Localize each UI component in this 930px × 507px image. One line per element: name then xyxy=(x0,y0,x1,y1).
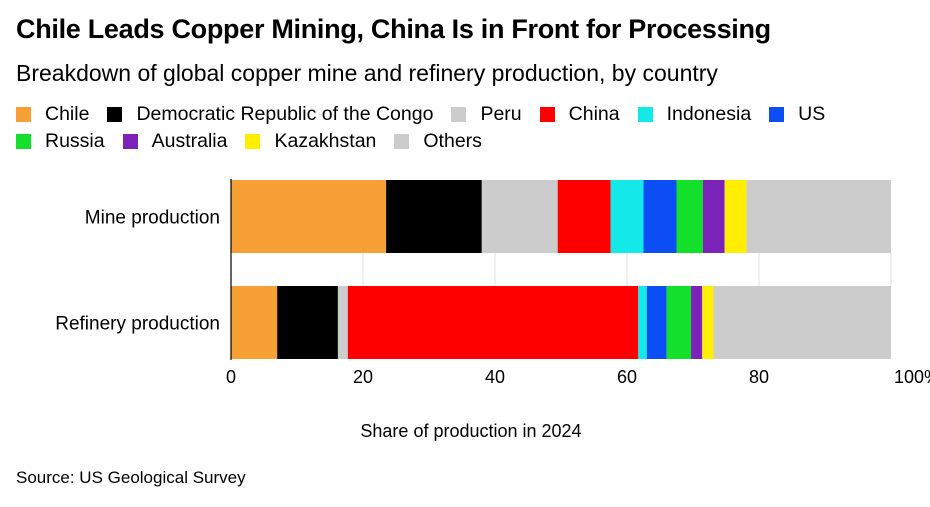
source-note: Source: US Geological Survey xyxy=(16,468,246,487)
legend-label-australia: Australia xyxy=(151,130,228,152)
legend-item-others: Others xyxy=(394,130,482,153)
legend-item-kazakhstan: Kazakhstan xyxy=(245,130,376,153)
legend: Chile Democratic Republic of the Congo P… xyxy=(16,101,921,155)
chart-title: Chile Leads Copper Mining, China Is in F… xyxy=(16,14,771,44)
legend-label-china: China xyxy=(568,103,620,125)
x-axis-title: Share of production in 2024 xyxy=(360,421,581,441)
x-tick-label-3: 60 xyxy=(617,367,637,387)
legend-item-drc: Democratic Republic of the Congo xyxy=(107,103,433,126)
legend-swatch-us xyxy=(769,107,785,122)
legend-swatch-russia xyxy=(16,134,31,149)
category-label-refinery-production: Refinery production xyxy=(55,314,220,335)
legend-label-peru: Peru xyxy=(480,103,522,125)
bar-mine-production-chile xyxy=(231,180,387,253)
legend-swatch-china xyxy=(539,107,555,122)
bar-refinery-production-australia xyxy=(691,286,703,359)
bar-refinery-production-us xyxy=(646,286,667,359)
bar-mine-production-australia xyxy=(702,180,725,253)
bar-refinery-production-chile xyxy=(231,286,278,359)
bar-refinery-production-democratic-republic-of-the-congo xyxy=(277,286,338,359)
bar-refinery-production-china xyxy=(347,286,639,359)
bar-mine-production-peru xyxy=(481,180,558,253)
bar-refinery-production-russia xyxy=(666,286,692,359)
x-tick-label-4: 80 xyxy=(749,367,769,387)
legend-item-us: US xyxy=(769,103,825,126)
bar-mine-production-indonesia xyxy=(610,180,644,253)
legend-row-1: Chile Democratic Republic of the Congo P… xyxy=(16,101,921,128)
bar-refinery-production-others xyxy=(713,286,891,359)
legend-label-kazakhstan: Kazakhstan xyxy=(274,130,377,152)
legend-row-2: Russia Australia Kazakhstan Others xyxy=(16,128,921,155)
legend-label-russia: Russia xyxy=(45,130,105,152)
legend-swatch-australia xyxy=(122,134,138,149)
legend-item-russia: Russia xyxy=(16,130,105,153)
legend-item-china: China xyxy=(539,103,620,126)
legend-label-indonesia: Indonesia xyxy=(666,103,752,125)
chart-subtitle: Breakdown of global copper mine and refi… xyxy=(16,60,718,86)
category-label-mine-production: Mine production xyxy=(85,208,220,229)
bar-mine-production-china xyxy=(557,180,611,253)
legend-item-australia: Australia xyxy=(122,130,228,153)
bar-mine-production-us xyxy=(643,180,677,253)
x-tick-label-0: 0 xyxy=(226,367,236,387)
legend-swatch-kazakhstan xyxy=(245,134,261,149)
legend-swatch-chile xyxy=(16,107,31,122)
bar-mine-production-kazakhstan xyxy=(724,180,747,253)
legend-swatch-others xyxy=(394,134,410,149)
legend-label-others: Others xyxy=(423,130,482,152)
legend-label-us: US xyxy=(798,103,826,125)
legend-swatch-drc xyxy=(107,107,123,122)
legend-swatch-peru xyxy=(451,107,467,122)
legend-label-drc: Democratic Republic of the Congo xyxy=(136,103,434,125)
bar-mine-production-others xyxy=(746,180,891,253)
legend-item-peru: Peru xyxy=(451,103,522,126)
bar-refinery-production-indonesia xyxy=(638,286,647,359)
legend-item-chile: Chile xyxy=(16,103,89,126)
x-tick-label-1: 20 xyxy=(353,367,373,387)
bar-mine-production-democratic-republic-of-the-congo xyxy=(386,180,482,253)
bar-refinery-production-kazakhstan xyxy=(702,286,714,359)
bar-mine-production-russia xyxy=(676,180,703,253)
legend-swatch-indonesia xyxy=(637,107,653,122)
legend-label-chile: Chile xyxy=(45,103,90,125)
x-tick-label-2: 40 xyxy=(485,367,505,387)
x-tick-label-5: 100% xyxy=(894,367,930,387)
bar-refinery-production-peru xyxy=(337,286,348,359)
legend-item-indonesia: Indonesia xyxy=(637,103,752,126)
